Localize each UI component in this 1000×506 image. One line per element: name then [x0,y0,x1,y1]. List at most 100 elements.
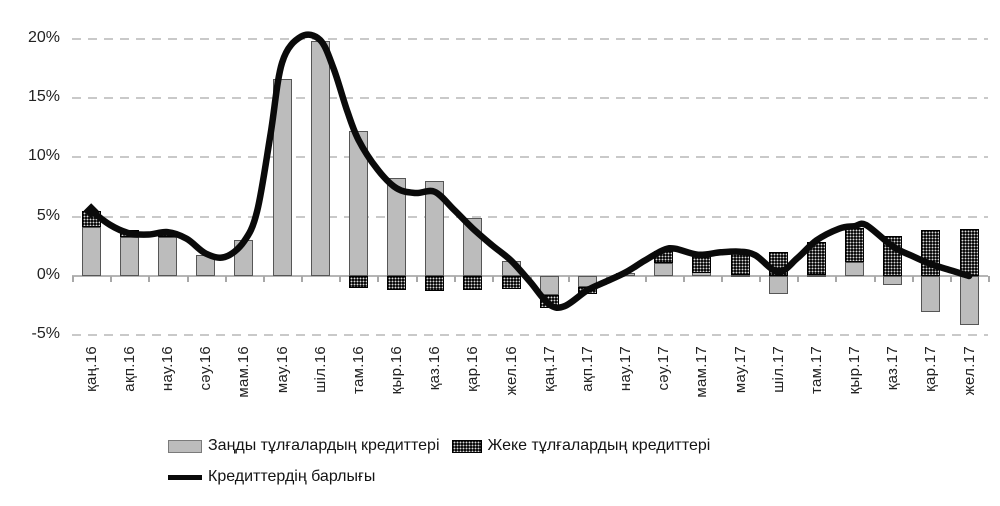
axis-tick [759,276,762,282]
axis-tick [110,276,113,282]
x-tick-label: нау.17 [611,346,641,391]
bar-legal-жел.16 [501,260,521,276]
legend: Заңды тұлғалардың кредиттері Жеке тұлғал… [168,437,710,486]
gridline--5 [72,334,988,337]
bar-legal-сәу.17 [654,263,674,276]
bar-legal-нау.17 [616,273,636,276]
bar-individual-жел.16 [501,276,521,289]
x-tick-label: қар.16 [458,346,488,392]
x-tick-text: қыр.17 [846,346,864,395]
x-tick-text: нау.17 [617,346,635,392]
axis-tick [797,276,800,282]
bar-individual-там.17 [806,241,826,275]
x-tick-label: қаз.16 [420,346,450,390]
x-tick-text: там.17 [807,346,825,395]
axis-tick [453,276,456,282]
axis-tick [72,276,74,282]
axis-tick [720,276,723,282]
bar-legal-жел.17 [959,276,979,325]
bar-legal-қаң.17 [539,276,559,295]
x-tick-text: қар.16 [464,346,482,392]
bar-legal-мам.17 [692,272,712,276]
bar-individual-нау.16 [158,231,178,237]
x-tick-label: мау.17 [725,346,755,393]
bar-individual-сәу.17 [654,251,674,263]
legend-swatch-legal-entities [168,439,202,453]
x-tick-text: қар.17 [922,346,940,392]
bar-individual-ақп.16 [119,229,139,237]
axis-tick [644,276,647,282]
gridline-15 [72,97,988,100]
x-tick-label: қаң.17 [534,346,564,392]
x-tick-label: там.17 [801,346,831,394]
x-tick-text: шіл.17 [769,346,787,393]
legend-label-legal-entities: Заңды тұлғалардың кредиттері [208,437,440,454]
legend-row-line: Кредиттердің барлығы [168,468,710,486]
x-tick-text: ақп.16 [120,346,138,392]
x-tick-text: мам.16 [235,346,253,398]
x-tick-text: мау.17 [731,346,749,394]
x-tick-label: шіл.16 [305,346,335,393]
bar-legal-нау.16 [158,236,178,276]
x-tick-label: мау.16 [267,346,297,393]
axis-tick [911,276,914,282]
bar-legal-мам.16 [234,240,254,276]
y-tick-label: 10% [27,147,60,165]
legend-label-total-line: Кредиттердің барлығы [208,468,376,485]
y-tick-label: -5% [31,325,60,343]
x-tick-label: қаз.17 [878,346,908,390]
x-tick-text: там.16 [349,346,367,395]
bar-individual-мау.17 [730,252,750,275]
gridline-20 [72,37,988,40]
axis-tick [606,276,609,282]
x-tick-label: шіл.17 [763,346,793,393]
bar-individual-мам.17 [692,253,712,273]
x-tick-text: жел.16 [502,346,520,396]
bar-individual-жел.17 [959,228,979,276]
x-tick-label: нау.16 [153,346,183,391]
bar-legal-шіл.16 [310,41,330,276]
x-tick-label: қыр.17 [840,346,870,394]
x-tick-label: қаң.16 [76,346,106,392]
bar-individual-қыр.16 [387,276,407,291]
bar-legal-қар.16 [463,217,483,276]
bar-legal-қаз.16 [425,181,445,276]
bar-individual-қар.17 [921,229,941,276]
x-tick-label: сәу.17 [649,346,679,391]
axis-tick [949,276,952,282]
bar-legal-қыр.16 [387,177,407,276]
axis-tick [491,276,494,282]
bar-individual-қаз.16 [425,276,445,292]
x-tick-label: қыр.16 [382,346,412,394]
x-tick-text: қаң.16 [82,346,100,392]
x-tick-label: сәу.16 [191,346,221,391]
bar-individual-там.16 [348,276,368,288]
x-tick-label: мам.17 [687,346,717,398]
gridline-10 [72,156,988,159]
bar-individual-ақп.17 [577,286,597,294]
bar-individual-қаз.17 [883,235,903,276]
bar-legal-қаң.16 [81,227,101,276]
x-tick-label: қар.17 [916,346,946,392]
bar-legal-мау.17 [730,274,750,277]
x-tick-text: қаз.17 [884,346,902,391]
x-tick-text: қаз.16 [426,346,444,391]
x-tick-label: жел.17 [954,346,984,395]
bar-individual-шіл.17 [768,252,788,276]
x-tick-text: сәу.17 [655,346,673,391]
bar-legal-ақп.16 [119,236,139,276]
bar-legal-қыр.17 [845,261,865,276]
x-tick-text: мау.16 [273,346,291,394]
x-tick-text: сәу.16 [197,346,215,391]
x-tick-text: нау.16 [159,346,177,392]
x-tick-label: ақп.17 [572,346,602,392]
bar-individual-қаң.16 [81,210,101,228]
axis-tick [339,276,342,282]
legend-row-bars: Заңды тұлғалардың кредиттері Жеке тұлғал… [168,437,710,455]
bar-legal-шіл.17 [768,276,788,294]
bar-legal-мау.16 [272,79,292,276]
bar-legal-қаз.17 [883,276,903,285]
x-tick-text: қаң.17 [540,346,558,392]
y-tick-label: 15% [27,88,60,106]
